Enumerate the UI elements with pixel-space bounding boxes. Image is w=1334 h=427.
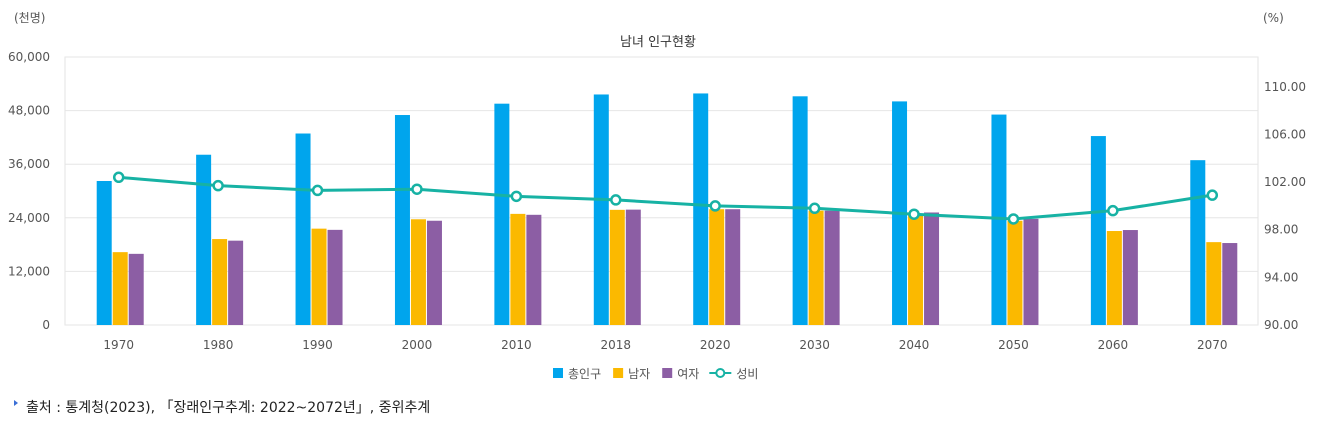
point-성비-2070 <box>1206 189 1219 201</box>
point-성비-2030 <box>808 202 821 215</box>
legend: 총인구 남자 여자 성비 <box>553 367 758 381</box>
bar-남자-2040 <box>908 213 924 325</box>
bar-총인구-2060 <box>1090 136 1106 325</box>
left-tick-label: 36,000 <box>8 157 50 171</box>
x-tick-label: 1980 <box>203 338 234 352</box>
bar-여자-2018 <box>625 209 641 325</box>
right-tick-label: 98.00 <box>1264 223 1298 237</box>
x-tick-label: 2070 <box>1197 338 1228 352</box>
source-note: 출처 : 통계청(2023), 「장래인구추계: 2022~2072년」, 중위… <box>14 397 430 417</box>
right-axis-unit: (%) <box>1263 11 1284 25</box>
left-axis-unit: (천명) <box>14 10 45 25</box>
bar-총인구-2000 <box>394 115 410 325</box>
bar-남자-2060 <box>1106 231 1122 325</box>
bar-여자-2020 <box>725 209 741 325</box>
x-tick-label: 2050 <box>998 338 1029 352</box>
legend-label: 남자 <box>628 367 650 381</box>
legend-marker-icon <box>715 368 726 378</box>
bar-여자-1980 <box>228 240 244 325</box>
point-성비-2040 <box>908 208 920 220</box>
source-text: 출처 : 통계청(2023), 「장래인구추계: 2022~2072년」, 중위… <box>26 400 431 416</box>
bar-여자-2030 <box>824 210 840 325</box>
left-tick-label: 60,000 <box>8 50 50 64</box>
right-tick-label: 94.00 <box>1264 270 1298 284</box>
bar-남자-2018 <box>609 209 625 325</box>
bar-총인구-1990 <box>295 133 311 325</box>
x-tick-label: 2040 <box>899 338 930 352</box>
bar-여자-2050 <box>1023 218 1039 325</box>
right-tick-label: 90.00 <box>1264 318 1298 332</box>
x-tick-label: 2000 <box>402 338 433 352</box>
legend-swatch <box>613 368 624 378</box>
point-성비-2060 <box>1107 204 1119 217</box>
plot-area <box>64 56 1259 326</box>
bar-여자-2060 <box>1122 230 1138 325</box>
bar-총인구-2070 <box>1190 160 1206 325</box>
legend-swatch <box>662 368 673 378</box>
x-tick-label: 2030 <box>799 338 830 352</box>
bar-총인구-1970 <box>96 180 112 325</box>
bar-여자-1970 <box>128 253 144 325</box>
right-tick-label: 106.00 <box>1264 127 1306 141</box>
bar-여자-2010 <box>526 214 542 325</box>
chart: 0 12,000 24,000 36,000 48,000 60,000 90.00 94.0… <box>8 10 1306 381</box>
bar-남자-2000 <box>410 219 426 325</box>
chart-title: 남녀 인구현황 <box>620 35 696 50</box>
bar-남자-1990 <box>311 228 327 325</box>
point-성비-1970 <box>112 171 125 184</box>
bar-총인구-2018 <box>593 94 609 325</box>
legend-swatch <box>553 368 563 378</box>
legend-label: 성비 <box>736 367 758 381</box>
left-tick-label: 24,000 <box>8 211 50 225</box>
point-성비-1990 <box>311 184 324 197</box>
bar-남자-1970 <box>112 252 128 325</box>
bar-남자-2050 <box>1007 220 1023 325</box>
legend-label: 여자 <box>677 367 699 381</box>
bar-남자-2030 <box>808 210 824 325</box>
x-tick-label: 2020 <box>700 338 731 352</box>
right-tick-label: 102.00 <box>1264 175 1306 189</box>
point-성비-2000 <box>411 183 423 195</box>
bar-총인구-1980 <box>196 154 212 325</box>
bar-총인구-2010 <box>494 103 510 325</box>
x-tick-label: 2010 <box>501 338 532 352</box>
x-tick-label: 2018 <box>601 338 632 352</box>
bar-여자-2000 <box>426 220 442 325</box>
right-tick-label: 110.00 <box>1264 80 1306 94</box>
bar-여자-1990 <box>327 229 343 325</box>
point-성비-2020 <box>709 200 721 212</box>
bar-남자-2020 <box>709 209 725 325</box>
bar-총인구-2020 <box>693 93 709 325</box>
point-성비-2018 <box>610 194 622 206</box>
x-tick-label: 2060 <box>1098 338 1129 352</box>
bar-남자-2010 <box>510 213 526 325</box>
x-tick-label: 1970 <box>103 338 134 352</box>
bullet-icon <box>14 400 18 406</box>
left-tick-label: 12,000 <box>8 264 50 278</box>
bar-여자-2040 <box>924 212 940 325</box>
line-성비 <box>118 175 1213 221</box>
bar-여자-2070 <box>1222 243 1238 325</box>
bar-남자-2070 <box>1206 242 1222 325</box>
x-tick-label: 1990 <box>302 338 333 352</box>
point-성비-2050 <box>1007 213 1020 225</box>
point-성비-2010 <box>510 190 523 203</box>
left-tick-label: 0 <box>42 318 50 332</box>
legend-label: 총인구 <box>568 367 601 381</box>
bar-남자-1980 <box>212 239 228 325</box>
left-tick-label: 48,000 <box>8 104 50 118</box>
point-성비-1980 <box>212 179 224 192</box>
bar-총인구-2030 <box>792 96 808 325</box>
